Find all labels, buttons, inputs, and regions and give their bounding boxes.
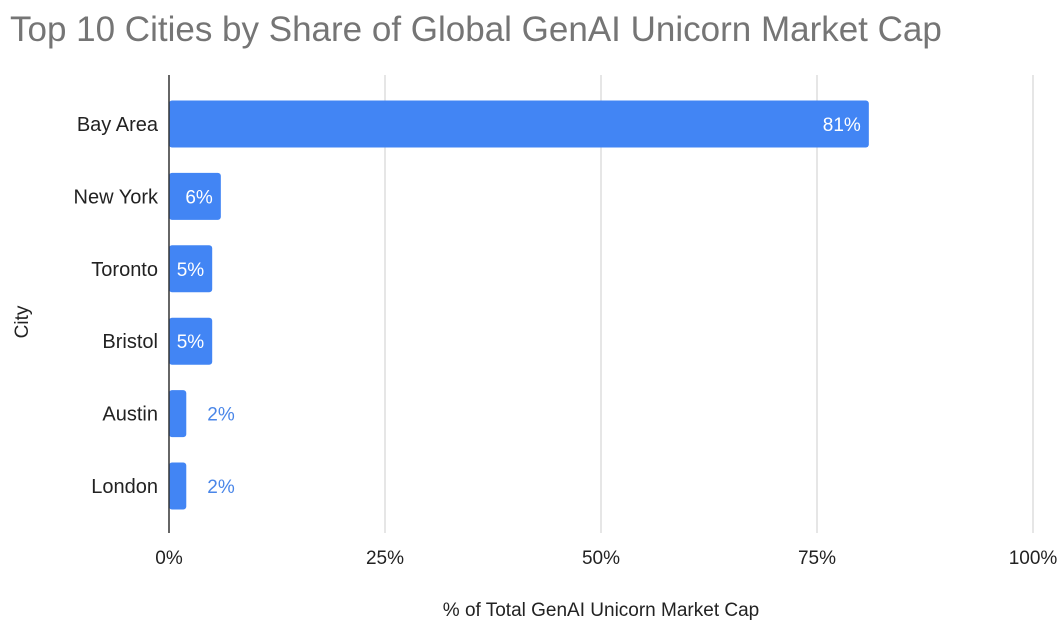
category-label: New York (74, 186, 159, 208)
category-label: Austin (102, 404, 158, 426)
category-label: Toronto (91, 259, 158, 281)
category-label: Bristol (102, 331, 158, 353)
x-tick-label: 0% (155, 548, 183, 569)
bar (169, 390, 187, 438)
category-labels: Bay Area New York Toronto Bristol Austin Lond… (74, 114, 159, 498)
data-label: 2% (207, 405, 235, 426)
category-label: Bay Area (77, 114, 159, 136)
x-tick-label: 75% (798, 548, 836, 569)
x-axis-title: % of Total GenAI Unicorn Market Cap (443, 600, 759, 621)
data-labels: 81% 6% 5% 5% 2% 2% (177, 115, 861, 498)
category-label: London (91, 476, 158, 498)
data-label: 5% (177, 332, 205, 353)
bar (169, 245, 213, 293)
chart-title: Top 10 Cities by Share of Global GenAI U… (10, 10, 942, 49)
x-tick-labels: 0% 25% 50% 75% 100% (155, 548, 1057, 569)
data-label: 2% (207, 477, 235, 498)
x-tick-label: 100% (1009, 548, 1058, 569)
bars (169, 100, 869, 510)
data-label: 6% (185, 187, 213, 208)
bar (169, 317, 213, 365)
bar (169, 172, 221, 220)
x-tick-label: 25% (366, 548, 404, 569)
data-label: 81% (823, 115, 861, 136)
bar (169, 462, 187, 510)
x-tick-label: 50% (582, 548, 620, 569)
bar (169, 100, 869, 148)
gridlines (384, 75, 1034, 533)
data-label: 5% (177, 260, 205, 281)
y-axis-title: City (12, 305, 33, 338)
